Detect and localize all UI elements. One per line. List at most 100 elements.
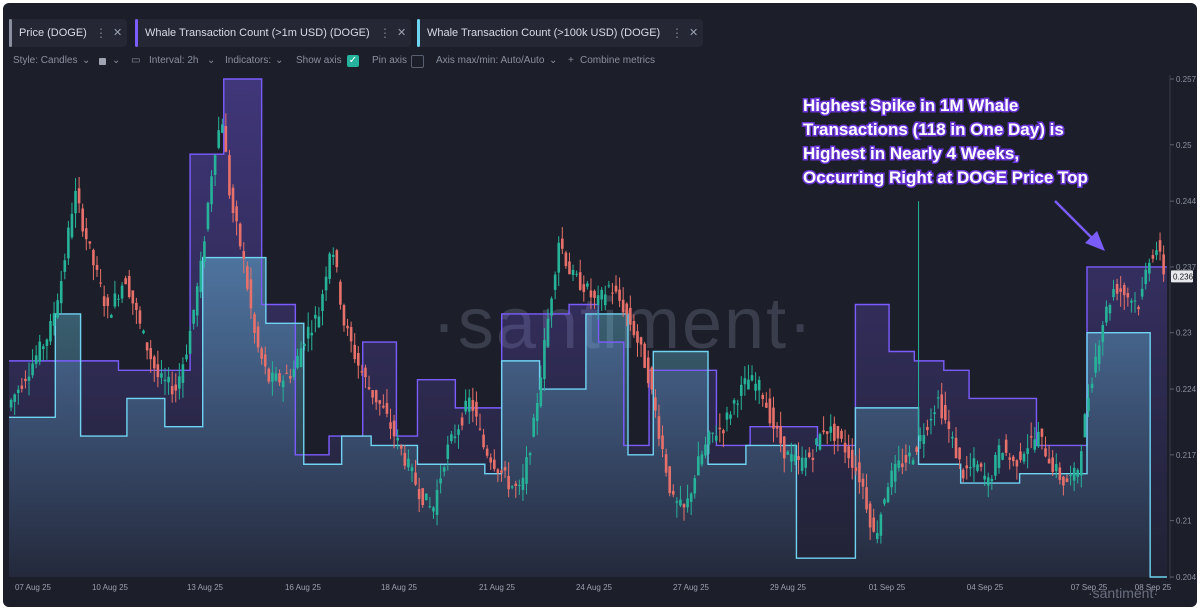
- candle-body: [1033, 439, 1037, 450]
- candle-body: [1094, 356, 1097, 373]
- candle-body: [42, 346, 45, 350]
- y-tick-label: 0.224: [1176, 385, 1197, 394]
- axis-minmax-select[interactable]: Axis max/min: Auto/Auto: [436, 55, 545, 66]
- tab-whale-100k[interactable]: Whale Transaction Count (>100k USD) (DOG…: [417, 19, 703, 47]
- annotation-line: Occurring Right at DOGE Price Top: [803, 168, 1088, 187]
- candle-body: [951, 436, 954, 439]
- tab-label: Whale Transaction Count (>1m USD) (DOGE): [145, 27, 370, 39]
- candle-body: [772, 407, 775, 429]
- candle-body: [482, 434, 485, 448]
- close-icon[interactable]: ✕: [113, 27, 123, 39]
- candle-body: [1151, 255, 1155, 259]
- more-icon[interactable]: ⋮: [671, 26, 683, 40]
- candle-body: [9, 399, 13, 408]
- y-tick-label: 0.244: [1176, 197, 1197, 206]
- candle-body: [940, 394, 944, 419]
- close-icon[interactable]: ✕: [689, 27, 699, 39]
- chevron-down-icon[interactable]: ⌄: [82, 55, 91, 66]
- candle-body: [768, 398, 772, 424]
- candle-body: [1001, 452, 1004, 460]
- candle-body: [822, 430, 825, 433]
- tab-price-doge[interactable]: Price (DOGE) ⋮ ✕: [9, 19, 127, 47]
- candle-body: [213, 155, 217, 175]
- candle-body: [632, 320, 636, 336]
- candle-body: [847, 446, 850, 459]
- candle-body: [1133, 300, 1137, 302]
- candle-body: [310, 332, 314, 336]
- annotation-arrow: [1054, 200, 1096, 242]
- more-icon[interactable]: ⋮: [95, 26, 107, 40]
- candle-body: [807, 452, 811, 458]
- candle-body: [532, 417, 535, 437]
- chevron-down-icon[interactable]: ⌄: [549, 55, 558, 66]
- candle-body: [739, 384, 743, 396]
- candle-body: [646, 357, 650, 384]
- candle-body: [1037, 431, 1040, 447]
- candle-body: [1015, 460, 1019, 467]
- chart-canvas[interactable]: ·santiment· 0.257 0.25 0.244 0.237 0.23 0.224 0…: [3, 3, 1197, 607]
- candle-body: [288, 376, 292, 379]
- candle-body: [1130, 300, 1133, 303]
- combine-metrics-button[interactable]: Combine metrics: [580, 55, 656, 66]
- candle-body: [979, 463, 983, 467]
- candle-body: [77, 188, 81, 204]
- candle-body: [825, 431, 829, 434]
- candle-body: [63, 260, 67, 272]
- candle-body: [228, 155, 231, 196]
- plus-icon[interactable]: +: [568, 55, 574, 66]
- more-icon[interactable]: ⋮: [379, 26, 391, 40]
- candle-body: [163, 379, 167, 382]
- candle-body: [704, 444, 707, 456]
- candle-body: [192, 309, 195, 324]
- candle-body: [904, 454, 908, 463]
- candle-body: [707, 431, 711, 445]
- candle-body: [174, 384, 178, 391]
- candle-body: [1155, 250, 1158, 256]
- indicators-select[interactable]: Indicators:: [225, 55, 272, 66]
- candle-body: [49, 321, 52, 342]
- candle-body: [890, 470, 893, 488]
- candle-body: [149, 348, 152, 360]
- candle-body: [1062, 476, 1065, 486]
- chevron-down-icon[interactable]: ⌄: [275, 55, 284, 66]
- candle-body: [600, 289, 603, 300]
- candle-body: [535, 402, 539, 422]
- candle-body: [263, 354, 267, 367]
- candle-body: [20, 385, 24, 389]
- candle-body: [489, 457, 493, 463]
- candle-body: [865, 487, 868, 510]
- candle-body: [582, 284, 586, 292]
- candle-body: [775, 425, 779, 429]
- candle-body: [52, 313, 56, 326]
- candle-body: [38, 341, 42, 362]
- color-square-icon[interactable]: [99, 58, 106, 65]
- candle-body: [120, 285, 124, 299]
- pin-axis-checkbox[interactable]: [411, 55, 424, 68]
- show-axis-checkbox[interactable]: ✓: [347, 55, 359, 67]
- candle-body: [346, 325, 349, 329]
- candle-body: [518, 484, 521, 486]
- candle-body: [271, 372, 274, 382]
- x-tick-label: 13 Aug 25: [187, 583, 224, 592]
- candle-body: [181, 364, 185, 383]
- candle-body: [664, 454, 668, 473]
- tab-whale-1m[interactable]: Whale Transaction Count (>1m USD) (DOGE)…: [135, 19, 411, 47]
- candle-body: [983, 475, 986, 480]
- chevron-down-icon[interactable]: ⌄: [207, 55, 216, 66]
- candle-body: [256, 326, 260, 348]
- y-tick-label: 0.21: [1176, 517, 1192, 526]
- interval-select[interactable]: Interval: 2h: [149, 55, 199, 66]
- close-icon[interactable]: ✕: [397, 27, 407, 39]
- candle-body: [242, 251, 246, 259]
- candle-body: [392, 420, 396, 437]
- candle-body: [539, 377, 543, 407]
- candle-body: [1029, 436, 1033, 438]
- x-tick-label: 21 Aug 25: [479, 583, 516, 592]
- whale-1m-line: [9, 78, 1167, 456]
- candle-body: [1137, 306, 1140, 310]
- chevron-down-icon[interactable]: ⌄: [112, 55, 121, 66]
- candle-body: [106, 297, 110, 306]
- candle-body: [578, 272, 582, 290]
- x-tick-label: 10 Aug 25: [92, 583, 129, 592]
- style-select[interactable]: Style: Candles: [13, 55, 78, 66]
